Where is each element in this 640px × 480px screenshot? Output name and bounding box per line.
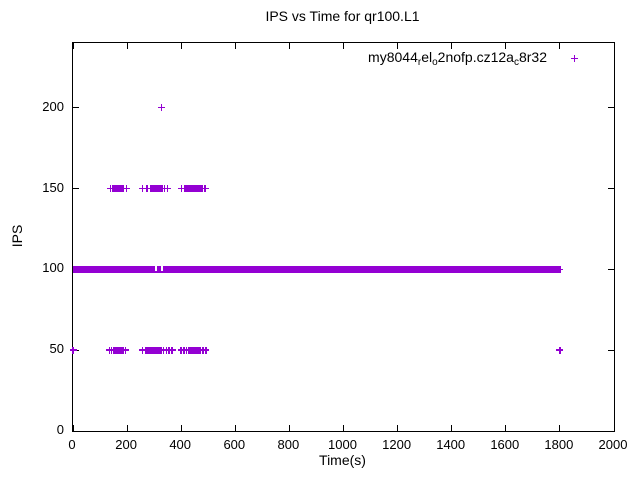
data-point <box>158 104 166 112</box>
data-point <box>119 185 127 192</box>
x-tick-label: 1200 <box>382 437 412 452</box>
x-tick-label: 1000 <box>328 437 357 452</box>
data-point <box>556 346 564 354</box>
x-tick-mirror <box>288 43 290 49</box>
legend-name-subscript: r <box>417 57 422 68</box>
data-point <box>163 185 171 192</box>
data-band-gap <box>154 265 158 271</box>
legend-series-name: my8044relo2nofp.cz12ac8r32 <box>368 49 547 68</box>
x-tick <box>397 425 399 431</box>
x-tick <box>180 425 182 431</box>
y-tick <box>73 188 79 189</box>
x-tick-mirror <box>126 43 128 49</box>
data-band <box>73 265 560 273</box>
data-point <box>123 185 131 192</box>
x-tick-mirror <box>72 43 74 49</box>
legend-name-segment: 8r32 <box>518 49 547 65</box>
x-tick-mirror <box>180 43 182 49</box>
chart-title: IPS vs Time for qr100.L1 <box>265 8 420 24</box>
x-tick <box>343 425 344 431</box>
y-tick <box>73 430 79 432</box>
legend-name-segment: 2nofp.cz12a <box>437 49 514 65</box>
y-tick-label: 150 <box>42 179 64 195</box>
x-tick-mirror <box>234 43 236 49</box>
legend-name-subscript: o <box>432 57 438 68</box>
x-tick-label: 0 <box>68 437 76 452</box>
y-tick-label: 100 <box>42 260 64 276</box>
x-tick <box>613 425 615 431</box>
x-tick <box>505 425 507 431</box>
x-tick <box>234 425 236 431</box>
x-tick-mirror <box>505 43 507 49</box>
x-tick-label: 200 <box>115 437 137 452</box>
x-axis-label: Time(s) <box>319 452 366 468</box>
x-tick-label: 1800 <box>544 437 574 452</box>
x-tick-mirror <box>559 43 561 49</box>
x-tick-label: 2000 <box>598 437 628 452</box>
y-tick-label: 200 <box>42 98 64 114</box>
data-point <box>556 265 564 273</box>
x-tick-mirror <box>451 43 453 49</box>
x-tick-label: 1600 <box>490 437 520 452</box>
x-tick-label: 800 <box>277 437 300 452</box>
y-tick <box>73 107 79 109</box>
y-tick-mirror <box>608 349 614 351</box>
x-tick <box>288 425 290 431</box>
x-tick-mirror <box>397 43 399 49</box>
y-tick-mirror <box>608 107 614 109</box>
legend-plus-marker-icon <box>571 55 578 62</box>
x-tick-mirror <box>343 43 344 49</box>
data-point <box>139 185 147 192</box>
data-point <box>201 185 209 192</box>
x-tick <box>559 425 561 431</box>
data-point <box>202 346 210 354</box>
x-tick <box>451 425 453 431</box>
y-tick-label: 0 <box>56 422 64 437</box>
legend-name-segment: my8044 <box>368 49 418 65</box>
x-tick <box>72 425 74 431</box>
data-point <box>122 346 130 354</box>
legend-name-segment: el <box>421 49 433 65</box>
data-point <box>69 346 77 354</box>
x-tick-label: 1400 <box>436 437 466 452</box>
y-tick-mirror <box>608 268 614 270</box>
y-tick-mirror <box>608 430 614 432</box>
data-point <box>168 346 176 354</box>
y-axis-label: IPS <box>9 224 25 248</box>
x-tick-mirror <box>613 43 615 49</box>
y-tick-mirror <box>608 188 614 189</box>
x-tick-label: 400 <box>169 437 192 452</box>
y-tick-label: 50 <box>49 341 64 357</box>
x-tick <box>126 425 128 431</box>
plot-area: my8044relo2nofp.cz12ac8r32 <box>69 42 615 432</box>
data-band-gap <box>160 265 164 271</box>
x-tick-label: 600 <box>223 437 246 452</box>
legend-name-subscript: c <box>513 57 519 68</box>
legend: my8044relo2nofp.cz12ac8r32 <box>368 49 578 68</box>
